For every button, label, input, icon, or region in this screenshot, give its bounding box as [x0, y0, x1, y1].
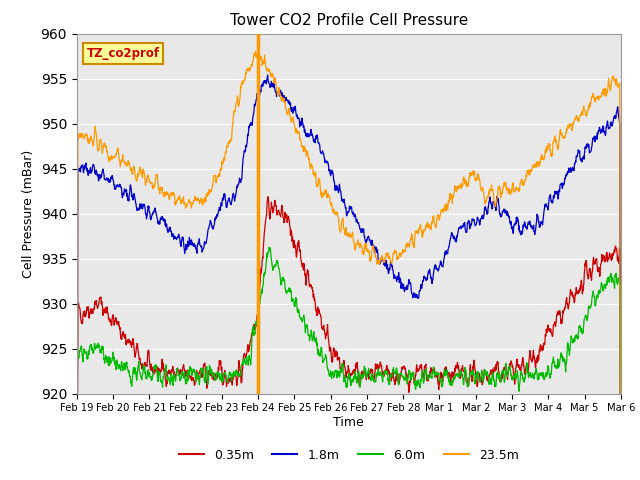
1.8m	[83, 166, 91, 171]
6.0m	[170, 373, 178, 379]
1.8m	[73, 391, 81, 396]
0.35m	[582, 257, 590, 263]
1.8m	[582, 145, 590, 151]
0.35m	[83, 304, 91, 310]
6.0m	[83, 356, 91, 362]
6.0m	[319, 359, 327, 365]
6.0m	[617, 391, 625, 396]
0.35m	[351, 365, 359, 371]
Line: 1.8m: 1.8m	[77, 75, 621, 394]
23.5m	[252, 49, 259, 55]
1.8m	[170, 235, 178, 240]
23.5m	[170, 192, 178, 197]
Y-axis label: Cell Pressure (mBar): Cell Pressure (mBar)	[22, 149, 35, 278]
1.8m	[448, 231, 456, 237]
Legend: 0.35m, 1.8m, 6.0m, 23.5m: 0.35m, 1.8m, 6.0m, 23.5m	[173, 444, 524, 467]
6.0m	[73, 391, 81, 396]
23.5m	[448, 196, 456, 202]
0.35m	[264, 194, 272, 200]
6.0m	[265, 244, 273, 250]
Title: Tower CO2 Profile Cell Pressure: Tower CO2 Profile Cell Pressure	[230, 13, 468, 28]
X-axis label: Time: Time	[333, 416, 364, 429]
6.0m	[351, 371, 359, 377]
0.35m	[170, 371, 178, 377]
1.8m	[319, 150, 327, 156]
23.5m	[582, 113, 590, 119]
Line: 6.0m: 6.0m	[77, 247, 621, 394]
23.5m	[351, 245, 359, 251]
0.35m	[73, 391, 81, 396]
1.8m	[351, 213, 359, 219]
Text: TZ_co2prof: TZ_co2prof	[86, 47, 160, 60]
23.5m	[617, 391, 625, 396]
0.35m	[448, 372, 456, 378]
Line: 23.5m: 23.5m	[77, 52, 621, 394]
0.35m	[617, 391, 625, 396]
1.8m	[264, 72, 271, 78]
23.5m	[83, 132, 91, 137]
Line: 0.35m: 0.35m	[77, 197, 621, 394]
1.8m	[617, 391, 625, 396]
23.5m	[319, 191, 327, 196]
6.0m	[582, 312, 590, 318]
6.0m	[448, 383, 456, 388]
23.5m	[73, 391, 81, 396]
0.35m	[319, 327, 327, 333]
